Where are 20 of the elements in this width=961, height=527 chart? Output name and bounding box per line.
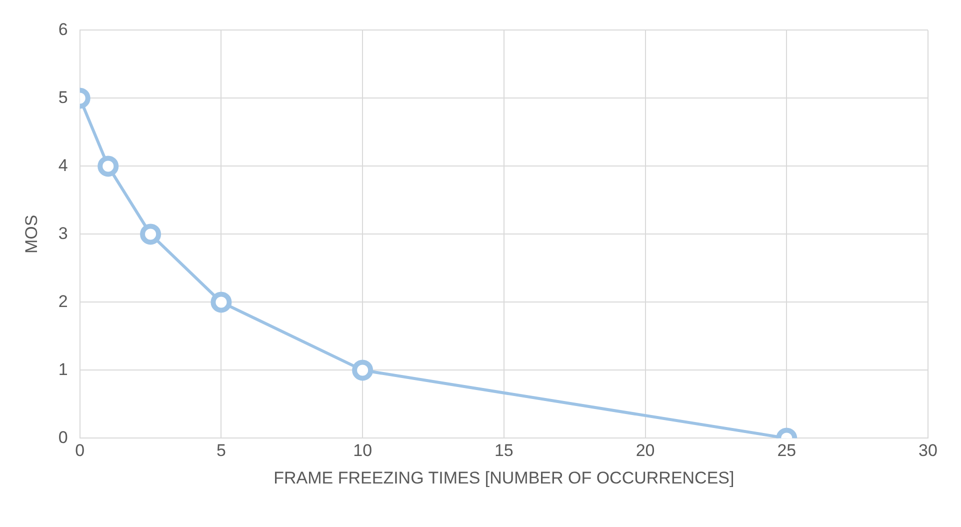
x-tick-label: 25 <box>777 441 796 460</box>
y-tick-label: 6 <box>58 20 68 39</box>
point <box>210 292 232 313</box>
point <box>140 224 162 245</box>
y-tick-label: 4 <box>58 156 68 175</box>
x-tick-label: 5 <box>216 441 226 460</box>
x-tick-label: 15 <box>494 441 514 460</box>
y-axis-title: MOS <box>22 214 41 254</box>
point <box>352 360 374 381</box>
y-tick-label: 1 <box>58 360 68 379</box>
point <box>98 156 119 177</box>
x-tick-label: 0 <box>75 441 85 460</box>
x-tick-label: 30 <box>918 441 938 460</box>
y-tick-label: 5 <box>58 88 68 107</box>
y-tick-label: 0 <box>58 428 68 447</box>
y-tick-label: 3 <box>58 224 68 243</box>
x-axis-title: FRAME FREEZING TIMES [NUMBER OF OCCURRENCES] <box>274 468 734 488</box>
y-tick-label: 2 <box>58 292 68 311</box>
x-tick-label: 10 <box>353 441 372 460</box>
x-tick-label: 20 <box>636 441 655 460</box>
